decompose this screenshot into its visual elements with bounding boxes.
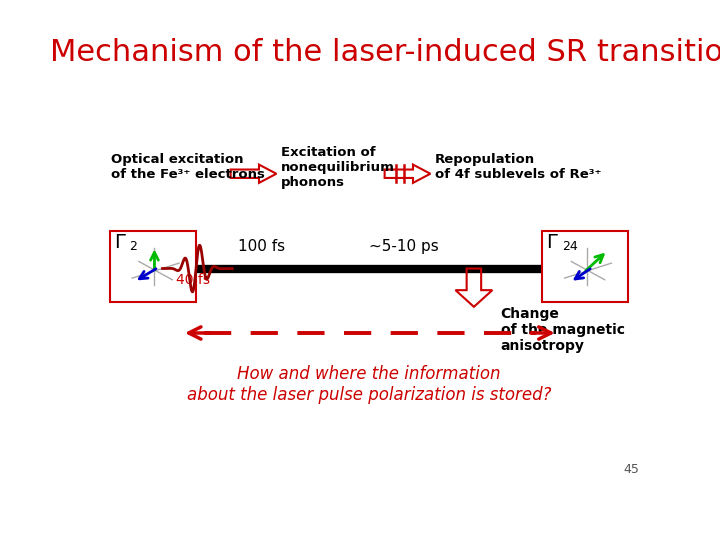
Text: Excitation of
nonequilibrium
phonons: Excitation of nonequilibrium phonons (281, 146, 395, 189)
Text: Repopulation
of 4f sublevels of Re³⁺: Repopulation of 4f sublevels of Re³⁺ (435, 153, 601, 181)
Text: 100 fs: 100 fs (238, 239, 285, 254)
Text: 2: 2 (130, 240, 138, 253)
Text: 40 fs: 40 fs (176, 273, 210, 287)
Text: 45: 45 (624, 463, 639, 476)
Text: Mechanism of the laser-induced SR transition: Mechanism of the laser-induced SR transi… (50, 38, 720, 67)
Text: 24: 24 (562, 240, 578, 253)
Text: Γ: Γ (546, 233, 557, 252)
Bar (109, 231, 196, 302)
Text: Change
of the magnetic
anisotropy: Change of the magnetic anisotropy (500, 307, 625, 353)
Text: Optical excitation
of the Fe³⁺ electrons: Optical excitation of the Fe³⁺ electrons (111, 153, 265, 181)
Text: ~5-10 ps: ~5-10 ps (369, 239, 438, 254)
Text: Γ: Γ (114, 233, 125, 252)
Bar (542, 231, 629, 302)
Text: How and where the information
about the laser pulse polarization is stored?: How and where the information about the … (186, 365, 552, 404)
